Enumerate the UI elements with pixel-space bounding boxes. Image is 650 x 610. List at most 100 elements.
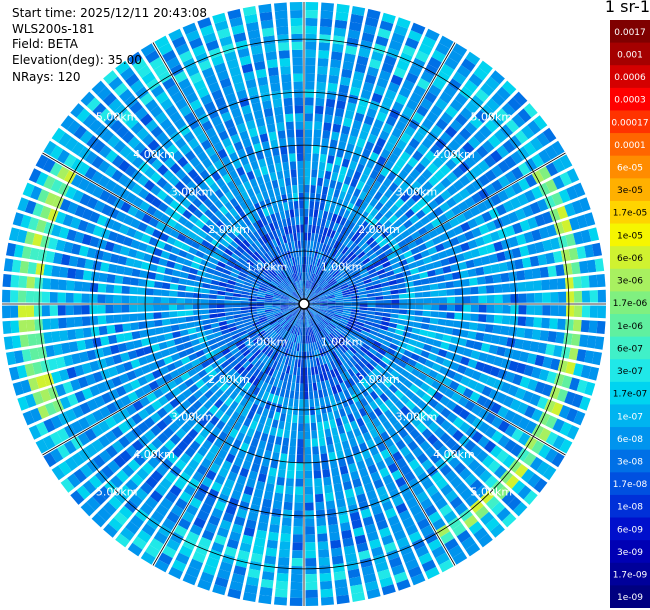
ppi-gate — [291, 41, 303, 50]
ppi-gate — [125, 192, 137, 204]
ppi-gate — [12, 212, 24, 227]
ppi-gate — [63, 354, 74, 367]
ppi-gate — [264, 555, 277, 565]
ppi-gate — [417, 124, 430, 137]
ppi-gate — [17, 290, 27, 303]
ppi-gate — [455, 482, 468, 495]
ppi-gate — [305, 81, 315, 90]
ppi-gate — [437, 318, 447, 326]
ppi-gate — [237, 550, 250, 561]
ppi-gate — [318, 209, 324, 219]
ppi-gate — [358, 550, 371, 561]
ppi-gate — [292, 57, 303, 66]
ppi-gate — [279, 210, 286, 220]
ppi-gate — [300, 311, 303, 320]
ppi-gate — [241, 287, 251, 293]
ppi-gate — [305, 2, 319, 11]
ppi-gate — [345, 45, 358, 55]
ppi-gate — [113, 490, 128, 504]
ppi-gate — [552, 158, 566, 173]
ppi-gate — [493, 315, 503, 324]
ppi-gate — [109, 344, 120, 355]
ppi-gate — [185, 292, 194, 298]
ppi-gate — [298, 311, 302, 320]
ppi-gate — [531, 267, 541, 279]
ppi-gate — [406, 315, 415, 321]
ppi-gate — [421, 559, 437, 572]
ppi-gate — [499, 124, 514, 138]
ppi-gate — [312, 342, 317, 351]
ppi-gate — [137, 221, 148, 232]
ppi-gate — [404, 364, 414, 373]
ppi-gate — [538, 149, 551, 164]
ppi-gate — [231, 411, 240, 421]
colorbar-cell — [610, 314, 650, 338]
ppi-gate — [320, 10, 334, 20]
ppi-gate — [475, 110, 489, 124]
ppi-gate — [184, 446, 196, 458]
ppi-gate — [304, 280, 307, 289]
ppi-gate — [477, 159, 490, 173]
ppi-gate — [319, 397, 325, 406]
ppi-gate — [395, 93, 408, 106]
ppi-gate — [236, 475, 247, 486]
ppi-gate — [240, 294, 249, 298]
ppi-gate — [376, 424, 386, 435]
ppi-gate — [268, 222, 276, 232]
ppi-gate — [257, 271, 266, 278]
ppi-gate — [356, 381, 365, 391]
ppi-gate — [283, 501, 293, 511]
ppi-gate — [316, 289, 324, 295]
ppi-gate — [372, 355, 381, 364]
ppi-gate — [163, 356, 173, 365]
ppi-gate — [566, 407, 578, 423]
ppi-gate — [364, 261, 373, 268]
ppi-gate — [168, 28, 183, 42]
ppi-gate — [360, 242, 369, 251]
ppi-gate — [300, 280, 303, 289]
ppi-gate — [235, 282, 244, 288]
ppi-gate — [516, 362, 527, 375]
ppi-gate — [217, 316, 227, 322]
ppi-gate — [475, 236, 486, 247]
ppi-gate — [469, 322, 478, 331]
ppi-gate — [425, 28, 440, 42]
ppi-gate — [364, 224, 373, 233]
ppi-gate — [265, 242, 272, 251]
ppi-gate — [366, 311, 376, 315]
ppi-gate — [312, 274, 317, 283]
ppi-gate — [276, 122, 285, 132]
ppi-gate — [194, 163, 206, 174]
ppi-gate — [202, 254, 212, 262]
ppi-gate — [219, 393, 229, 403]
ppi-gate — [139, 448, 152, 461]
ppi-gate — [120, 527, 135, 541]
ppi-gate — [243, 163, 252, 173]
ppi-gate — [247, 153, 257, 163]
ppi-gate — [523, 452, 537, 467]
ppi-gate — [278, 318, 286, 324]
ppi-gate — [297, 327, 301, 336]
azimuth-line — [303, 303, 566, 456]
ppi-gate — [536, 396, 549, 410]
ppi-gate — [169, 229, 180, 239]
ppi-gate — [304, 216, 309, 225]
ppi-gate — [527, 378, 538, 392]
ppi-gate — [566, 291, 575, 303]
ppi-gate — [333, 359, 340, 368]
ppi-gate — [295, 216, 300, 225]
ppi-gate — [321, 282, 329, 289]
ppi-gate — [311, 317, 316, 326]
ppi-gate — [305, 89, 315, 98]
ppi-gate — [77, 219, 89, 232]
ppi-gate — [106, 324, 116, 335]
ppi-gate — [308, 256, 312, 265]
ppi-gate — [294, 502, 303, 511]
ppi-gate — [453, 372, 464, 383]
ppi-gate — [3, 336, 14, 350]
ppi-gate — [284, 421, 291, 431]
ppi-gate — [377, 225, 387, 235]
ppi-gate — [352, 245, 360, 254]
ppi-gate — [381, 534, 394, 546]
ppi-gate — [183, 237, 194, 246]
